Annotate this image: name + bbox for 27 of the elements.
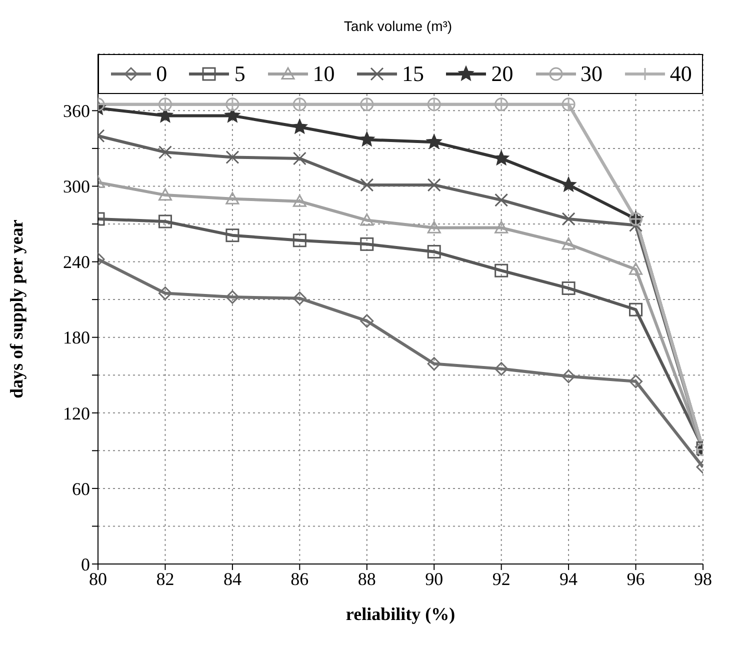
legend-label: 20 <box>491 61 514 87</box>
x-tick-label: 90 <box>425 568 444 589</box>
x-tick-label: 84 <box>223 568 242 589</box>
y-axis-title: days of supply per year <box>6 220 26 398</box>
x-tick-label: 80 <box>89 568 107 589</box>
x-axis-title: reliability (%) <box>346 604 456 624</box>
y-tick-label: 300 <box>63 176 90 197</box>
legend-label: 10 <box>312 61 335 87</box>
legend-label: 0 <box>156 61 168 87</box>
y-tick-label: 180 <box>63 328 90 348</box>
legend-label: 40 <box>670 61 692 87</box>
legend-label: 5 <box>234 61 246 87</box>
x-tick-label: 82 <box>156 568 174 589</box>
x-tick-label: 88 <box>358 568 376 589</box>
y-tick-label: 0 <box>81 554 90 574</box>
y-tick-label: 60 <box>72 478 90 499</box>
legend-label: 30 <box>580 61 603 87</box>
x-tick-label: 98 <box>694 568 712 589</box>
x-tick-label: 96 <box>626 568 645 589</box>
y-tick-label: 360 <box>63 101 90 122</box>
y-tick-label: 120 <box>63 403 90 424</box>
x-tick-label: 92 <box>492 568 510 589</box>
x-tick-label: 86 <box>290 568 309 589</box>
legend-title: Tank volume (m³) <box>342 17 454 36</box>
legend-label: 15 <box>402 61 424 87</box>
y-tick-label: 240 <box>63 252 90 272</box>
x-tick-label: 94 <box>560 568 578 589</box>
